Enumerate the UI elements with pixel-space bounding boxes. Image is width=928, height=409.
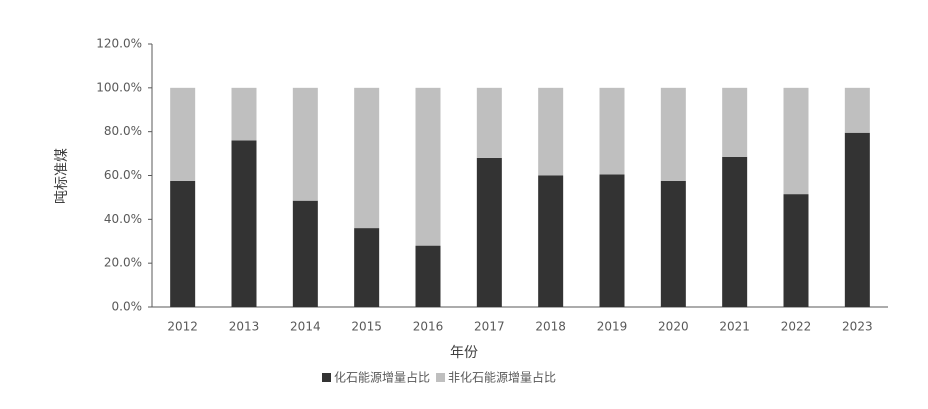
x-tick-label: 2015	[351, 320, 382, 334]
bar-segment	[354, 228, 380, 307]
x-axis-title: 年份	[450, 345, 478, 361]
bar-segment	[538, 87, 564, 176]
x-tick-label: 2012	[167, 320, 198, 334]
bar-segment	[170, 87, 196, 181]
x-tick-label: 2014	[290, 320, 321, 334]
y-tick-label: 120.0%	[96, 37, 142, 51]
legend-swatch	[436, 373, 446, 382]
x-tick-label: 2013	[229, 320, 260, 334]
bar-segment	[170, 180, 196, 307]
y-tick-label: 20.0%	[104, 256, 142, 270]
y-tick-label: 100.0%	[96, 80, 142, 94]
x-tick-label: 2020	[658, 320, 689, 334]
bar-segment	[292, 200, 318, 307]
legend-swatch	[322, 373, 331, 382]
bar-segment	[231, 87, 257, 141]
bar-segment	[844, 132, 870, 307]
bar-segment	[844, 87, 870, 133]
y-axis-title: 吨标准煤	[54, 148, 70, 204]
bar-segment	[783, 194, 809, 307]
y-tick-label: 80.0%	[104, 124, 142, 138]
x-tick-label: 2023	[842, 320, 873, 334]
bar-segment	[231, 140, 257, 307]
legend-label: 非化石能源增量占比	[448, 370, 556, 385]
y-tick-label: 60.0%	[104, 168, 142, 182]
bar-segment	[599, 174, 625, 307]
y-tick-label: 0.0%	[112, 300, 143, 314]
bar-segment	[476, 87, 502, 158]
x-tick-label: 2019	[597, 320, 628, 334]
x-tick-label: 2018	[535, 320, 566, 334]
x-tick-label: 2016	[413, 320, 444, 334]
bar-segment	[599, 87, 625, 175]
y-tick-label: 40.0%	[104, 212, 142, 226]
bar-segment	[415, 245, 441, 307]
bar-segment	[292, 87, 318, 201]
bar-segment	[476, 157, 502, 307]
legend-label: 化石能源增量占比	[334, 370, 430, 385]
bar-segment	[660, 87, 686, 181]
bar-segment	[722, 156, 748, 307]
bar-segment	[722, 87, 748, 157]
bar-segment	[660, 180, 686, 307]
x-tick-label: 2022	[781, 320, 812, 334]
x-tick-label: 2017	[474, 320, 505, 334]
bar-segment	[415, 87, 441, 246]
bar-segment	[783, 87, 809, 195]
bar-segment	[538, 175, 564, 307]
x-tick-label: 2021	[719, 320, 750, 334]
bar-segment	[354, 87, 380, 229]
